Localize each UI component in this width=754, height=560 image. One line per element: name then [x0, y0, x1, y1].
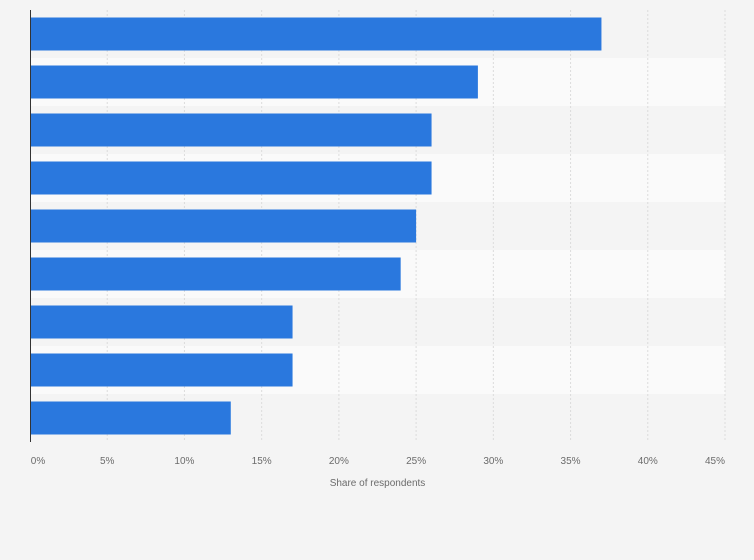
x-tick-labels: 0% 5% 10% 15% 20% 25% 30% 35% 40% 45% [31, 456, 725, 467]
x-axis-title: Share of respondents [330, 478, 426, 489]
bar [30, 401, 231, 435]
bar [30, 65, 478, 99]
x-tick-label: 0% [31, 456, 46, 467]
bar [30, 161, 432, 195]
bar [30, 353, 293, 387]
bar [30, 209, 417, 243]
x-tick-label: 40% [638, 456, 658, 467]
bar [30, 305, 293, 339]
x-tick-label: 5% [100, 456, 115, 467]
x-tick-label: 45% [705, 456, 725, 467]
bars [30, 17, 602, 435]
x-tick-label: 15% [252, 456, 272, 467]
x-tick-label: 30% [483, 456, 503, 467]
x-tick-label: 35% [561, 456, 581, 467]
bar [30, 113, 432, 147]
bar [30, 17, 602, 51]
x-tick-label: 25% [406, 456, 426, 467]
x-tick-label: 20% [329, 456, 349, 467]
bar [30, 257, 401, 291]
x-tick-label: 10% [174, 456, 194, 467]
